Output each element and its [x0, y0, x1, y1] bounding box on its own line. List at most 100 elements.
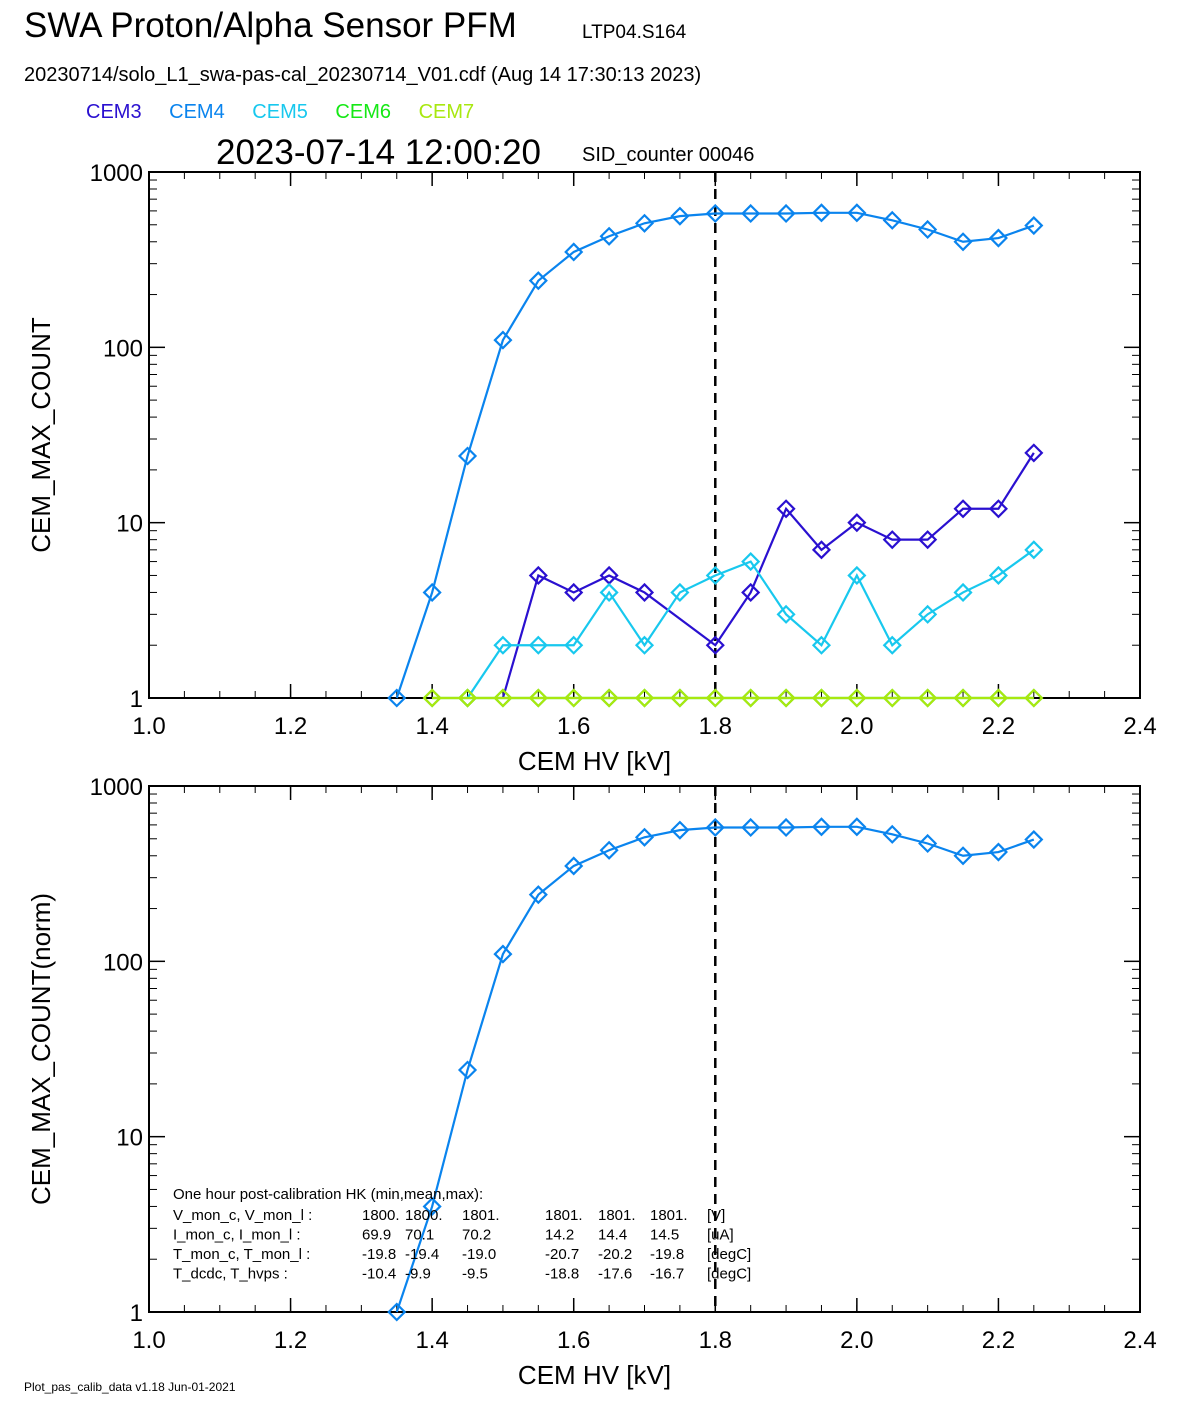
hk-cell: 1801. [462, 1207, 500, 1224]
x-tick-label: 2.4 [1123, 1327, 1156, 1354]
hk-cell: -9.9 [405, 1266, 431, 1283]
data-point [564, 688, 584, 708]
x-tick-label: 1.6 [557, 1327, 590, 1354]
hk-heading: One hour post-calibration HK (min,mean,m… [173, 1186, 483, 1203]
data-point [776, 817, 796, 838]
chart-top: 1.0 1.2 1.4 1.6 1.8 2.0 2.2 2.4 1 10 100 1000 CEM HV… [26, 160, 1157, 776]
series-cem5 [457, 540, 1044, 708]
legend-entry-cem3: CEM3 [86, 101, 142, 123]
plot-frame [148, 171, 1141, 699]
x-tick-label: 1.2 [274, 1327, 307, 1354]
legend-entry-cem7: CEM7 [418, 101, 475, 123]
x-tick-label: 2.2 [982, 713, 1015, 740]
x-tick-label: 1.0 [132, 1327, 165, 1354]
data-point [1024, 540, 1044, 560]
data-point [387, 688, 407, 708]
data-point [953, 688, 973, 708]
data-point [811, 688, 832, 708]
series-line [395, 211, 1035, 699]
hk-cell: -19.8 [650, 1246, 684, 1263]
data-point [988, 499, 1008, 519]
data-point [564, 635, 584, 655]
hk-cell: -17.6 [598, 1266, 632, 1283]
data-point [670, 688, 690, 708]
legend-entry-cem4: CEM4 [169, 101, 225, 123]
data-point [811, 540, 832, 560]
x-tick-label: 1.4 [415, 713, 448, 740]
data-point [634, 688, 655, 708]
hk-cell: -19.4 [405, 1246, 439, 1263]
y-tick-label: 1000 [90, 160, 143, 187]
data-point [705, 635, 725, 655]
page-title: SWA Proton/Alpha Sensor PFM [24, 6, 517, 45]
hk-cell: 69.9 [362, 1227, 391, 1244]
data-point [882, 635, 902, 655]
x-tick-label: 1.8 [699, 713, 732, 740]
data-point [988, 688, 1008, 708]
data-point [918, 688, 938, 708]
hk-cell: -19.8 [362, 1246, 396, 1263]
hk-cell: 1800. [405, 1207, 443, 1224]
data-point [811, 817, 832, 837]
hk-cell: V_mon_c, V_mon_l : [173, 1207, 312, 1224]
data-point [705, 203, 725, 224]
data-point [988, 842, 1008, 862]
hk-cell: 14.2 [545, 1227, 574, 1244]
data-point [776, 604, 796, 624]
data-point [847, 513, 867, 533]
data-point [493, 688, 513, 708]
hk-cell: -20.2 [598, 1246, 632, 1263]
x-tick-label: 1.8 [699, 1327, 732, 1354]
hk-cell: 1800. [362, 1207, 400, 1224]
data-point [811, 203, 832, 223]
legend-entry-cem6: CEM6 [335, 101, 391, 123]
hk-cell: [uA] [707, 1227, 734, 1244]
data-point [1024, 215, 1044, 236]
hk-cell: -18.8 [545, 1266, 579, 1283]
hk-cell: 1801. [545, 1207, 583, 1224]
hk-cell: -10.4 [362, 1266, 396, 1283]
data-point [528, 271, 548, 291]
data-point [528, 885, 548, 905]
data-point [564, 582, 584, 602]
data-point [741, 203, 761, 224]
y-axis-label: CEM_MAX_COUNT [26, 317, 56, 553]
series-cem3 [501, 443, 1044, 699]
data-point [918, 604, 938, 624]
hk-cell: 1801. [650, 1207, 688, 1224]
data-point [599, 582, 619, 602]
data-point [705, 565, 725, 586]
data-point [776, 688, 796, 708]
x-tick-label: 2.4 [1123, 713, 1156, 740]
data-point [528, 565, 548, 586]
x-tick-label: 1.6 [557, 713, 590, 740]
hk-cell: I_mon_c, I_mon_l : [173, 1227, 301, 1244]
data-point [918, 530, 938, 550]
footer-version: Plot_pas_calib_data v1.18 Jun-01-2021 [24, 1380, 236, 1394]
data-point [387, 1302, 407, 1322]
y-tick-label: 100 [103, 949, 143, 976]
hk-cell: [degC] [707, 1246, 751, 1263]
data-point [457, 446, 478, 466]
data-point [882, 824, 902, 844]
y-tick-label: 1 [130, 686, 143, 713]
data-point [953, 499, 973, 519]
data-point [457, 688, 478, 708]
data-point [634, 635, 655, 655]
series-cem4 [387, 203, 1044, 708]
series-cem7 [422, 688, 1044, 708]
data-point [670, 206, 690, 226]
data-point [882, 210, 902, 230]
y-tick-label: 10 [116, 1125, 143, 1152]
data-point [776, 203, 796, 224]
data-point [670, 820, 690, 840]
series-line [395, 825, 1035, 1313]
x-axis-label: CEM HV [kV] [518, 746, 671, 776]
data-point [741, 552, 761, 572]
x-tick-label: 1.2 [274, 713, 307, 740]
y-tick-label: 10 [116, 511, 143, 538]
x-tick-label: 2.0 [840, 1327, 873, 1354]
data-point [634, 213, 655, 233]
data-point [1024, 829, 1044, 850]
data-point [988, 565, 1008, 586]
